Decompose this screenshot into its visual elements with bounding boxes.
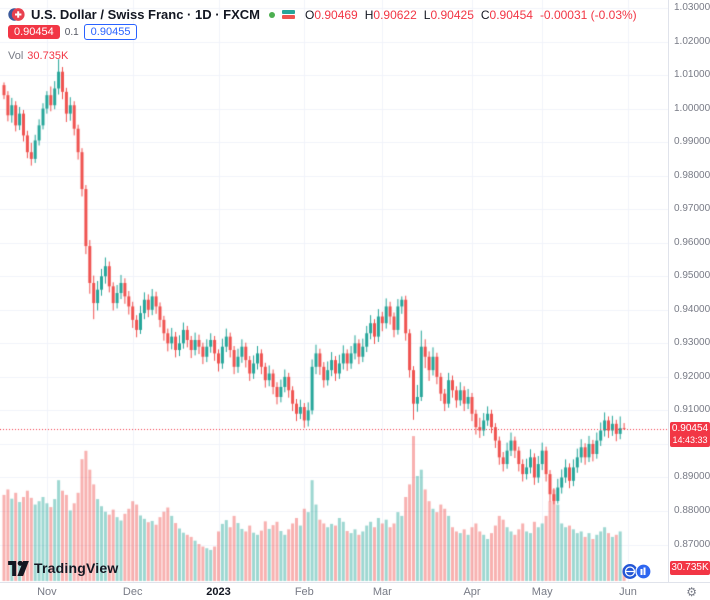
price-axis-label: 1.02000 [674, 35, 710, 47]
sell-bid-button[interactable]: 0.90454 [8, 25, 60, 39]
price-axis-label: 0.96000 [674, 236, 710, 248]
close-value: 0.90454 [489, 7, 533, 22]
economic-events-marker[interactable] [622, 563, 654, 585]
low-label: L [423, 7, 431, 22]
gear-icon[interactable]: ⚙ [686, 585, 697, 599]
high-value: 0.90622 [373, 7, 417, 22]
price-axis-label: 0.93000 [674, 337, 710, 349]
price-axis-label: 0.88000 [674, 504, 710, 516]
time-axis-label: 2023 [206, 586, 231, 598]
tradingview-logo[interactable]: TradingView [8, 560, 118, 576]
price-axis-label: 0.91000 [674, 404, 710, 416]
current-price-value: 0.90454 [671, 422, 709, 434]
volume-label: Vol [8, 50, 24, 62]
price-axis-label: 0.95000 [674, 270, 710, 282]
market-status-icon [269, 11, 275, 18]
price-axis[interactable]: 0.90454 14:43:33 30.735K 1.03000 1.02000 1… [668, 0, 710, 582]
tradingview-mark-icon [8, 560, 29, 576]
price-axis-label: 0.98000 [674, 169, 710, 181]
ohlc-values: O0.90469 H0.90622 L0.90425 C0.90454 -0.0… [305, 8, 637, 22]
price-axis-label: 0.87000 [674, 538, 710, 550]
price-axis-label: 1.01000 [674, 69, 710, 81]
quote-row: 0.90454 0.1 0.90455 [8, 24, 138, 40]
tradingview-logo-text: TradingView [34, 560, 119, 576]
volume-axis-tag: 30.735K [670, 561, 710, 576]
time-axis-label: Feb [294, 586, 314, 598]
open-label: O [305, 7, 315, 22]
spread-value: 0.1 [64, 26, 79, 38]
time-axis-label: Nov [37, 586, 57, 598]
high-label: H [364, 7, 374, 22]
symbol-legend: U.S. Dollar / Swiss Franc · 1D · FXCM O0… [8, 6, 637, 23]
price-axis-label: 0.89000 [674, 471, 710, 483]
legend-bars-icon[interactable] [282, 10, 295, 19]
volume-value: 30.735K [27, 50, 69, 62]
price-axis-label: 0.97000 [674, 203, 710, 215]
price-axis-label: 0.99000 [674, 136, 710, 148]
time-axis-label: May [531, 586, 553, 598]
currency-pair-icon [8, 6, 25, 23]
bar-countdown: 14:43:33 [672, 434, 708, 445]
time-axis-label: Apr [463, 586, 481, 598]
price-axis-label: 0.92000 [674, 370, 710, 382]
time-axis[interactable]: ⚙ Nov Dec 2023 Feb Mar Apr May Jun [0, 582, 710, 600]
chart-pane[interactable] [0, 0, 668, 582]
price-axis-label: 1.00000 [674, 102, 710, 114]
change-value: -0.00031 (-0.03%) [539, 7, 637, 22]
volume-legend: Vol 30.735K [8, 50, 68, 62]
close-label: C [480, 7, 490, 22]
time-axis-label: Jun [619, 586, 637, 598]
current-price-tag: 0.90454 14:43:33 [670, 421, 710, 447]
low-value: 0.90425 [430, 7, 474, 22]
buy-ask-button[interactable]: 0.90455 [83, 24, 138, 40]
open-value: 0.90469 [314, 7, 358, 22]
time-axis-label: Dec [122, 586, 143, 598]
symbol-title[interactable]: U.S. Dollar / Swiss Franc · 1D · FXCM [31, 7, 260, 22]
price-axis-label: 0.94000 [674, 303, 710, 315]
time-axis-label: Mar [372, 586, 392, 598]
price-axis-label: 1.03000 [674, 2, 710, 13]
